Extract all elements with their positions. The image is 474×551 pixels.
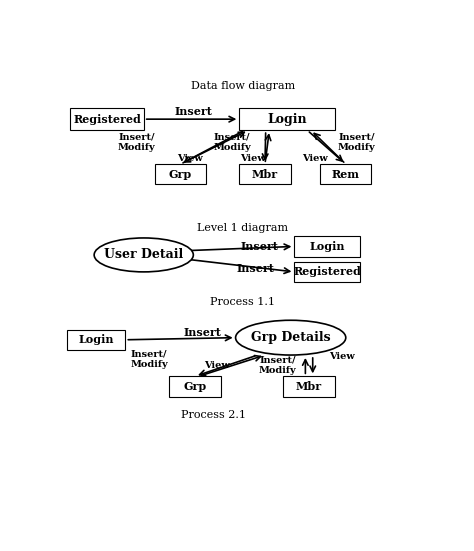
Text: Insert/
Modify: Insert/ Modify: [213, 133, 251, 152]
Text: User Detail: User Detail: [104, 249, 183, 261]
FancyBboxPatch shape: [283, 376, 335, 397]
Ellipse shape: [236, 320, 346, 355]
Text: Insert: Insert: [174, 106, 212, 117]
Text: Grp: Grp: [169, 169, 192, 180]
Text: Mbr: Mbr: [252, 169, 278, 180]
FancyBboxPatch shape: [239, 164, 291, 185]
Text: Rem: Rem: [332, 169, 360, 180]
Text: Insert: Insert: [240, 240, 278, 251]
Text: Insert/
Modify: Insert/ Modify: [118, 133, 155, 152]
Text: Insert/
Modify: Insert/ Modify: [259, 355, 297, 375]
Text: Mbr: Mbr: [296, 381, 322, 392]
FancyBboxPatch shape: [320, 164, 372, 185]
Text: Level 1 diagram: Level 1 diagram: [197, 223, 289, 233]
Text: Registered: Registered: [73, 114, 141, 125]
Text: Insert/
Modify: Insert/ Modify: [130, 349, 168, 369]
Text: Login: Login: [310, 241, 345, 252]
Text: View: View: [177, 154, 202, 163]
FancyBboxPatch shape: [169, 376, 221, 397]
Text: Login: Login: [267, 112, 307, 126]
Text: Grp: Grp: [183, 381, 207, 392]
Text: Process 1.1: Process 1.1: [210, 298, 275, 307]
Text: Registered: Registered: [293, 266, 361, 277]
FancyBboxPatch shape: [294, 262, 360, 282]
Text: Grp Details: Grp Details: [251, 331, 330, 344]
FancyBboxPatch shape: [239, 108, 335, 130]
Text: Login: Login: [78, 334, 114, 345]
Text: Insert: Insert: [237, 263, 275, 274]
Text: Insert/
Modify: Insert/ Modify: [338, 133, 375, 152]
Text: View: View: [204, 361, 230, 370]
Text: View: View: [240, 154, 266, 163]
Ellipse shape: [94, 238, 193, 272]
FancyBboxPatch shape: [155, 164, 206, 185]
FancyBboxPatch shape: [66, 329, 125, 350]
FancyBboxPatch shape: [70, 108, 144, 130]
Text: View: View: [301, 154, 328, 163]
Text: Process 2.1: Process 2.1: [181, 410, 246, 420]
FancyBboxPatch shape: [294, 236, 360, 257]
Text: Data flow diagram: Data flow diagram: [191, 81, 295, 91]
Text: View: View: [329, 352, 355, 361]
Text: Insert: Insert: [183, 327, 221, 338]
